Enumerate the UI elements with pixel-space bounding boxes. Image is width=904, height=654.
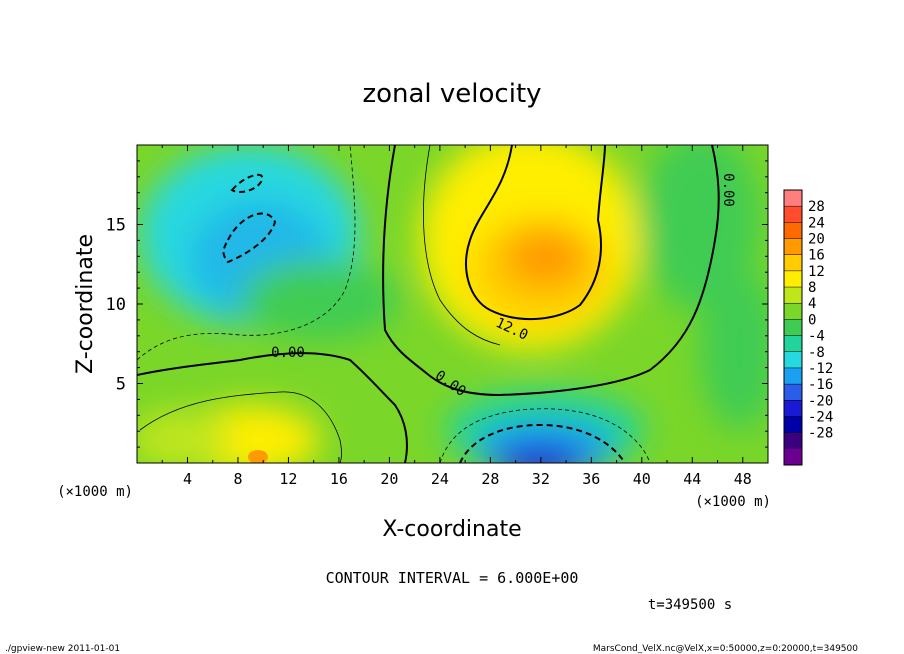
contour-negative xyxy=(230,173,264,193)
colorbar-swatch xyxy=(784,222,802,240)
y-tick-label: 15 xyxy=(106,216,126,236)
colorbar-swatch xyxy=(784,448,802,466)
colorbar-label: 8 xyxy=(808,280,816,296)
field-fill xyxy=(137,145,768,463)
y-tick-label: 10 xyxy=(106,295,126,315)
field-blob xyxy=(505,230,585,286)
x-tick-label: 4 xyxy=(183,470,192,488)
contour-label: 0.00 xyxy=(720,173,736,207)
colorbar-swatch xyxy=(784,416,802,434)
colorbar-swatch xyxy=(784,238,802,256)
field-blob xyxy=(700,270,768,430)
colorbar-label: 4 xyxy=(808,296,816,312)
contour-zero xyxy=(137,352,408,463)
colorbar-swatch xyxy=(784,190,802,207)
colorbar-swatch xyxy=(784,319,802,337)
contour-positive xyxy=(139,391,342,463)
colorbar-swatch xyxy=(784,351,802,369)
x-tick-label: 40 xyxy=(633,470,651,488)
y-tick-label: 5 xyxy=(116,375,126,395)
contour-interval: CONTOUR INTERVAL = 6.000E+00 xyxy=(326,569,579,587)
field-blob xyxy=(240,260,400,340)
x-unit-label-left: (×1000 m) xyxy=(57,484,133,500)
colorbar-swatch xyxy=(784,254,802,272)
field-blob xyxy=(640,145,760,310)
footer-right: MarsCond_VelX.nc@VelX,x=0:50000,z=0:2000… xyxy=(593,644,858,654)
colorbar-label: -16 xyxy=(808,377,833,393)
contour-label: 0.00 xyxy=(271,345,305,361)
contour-negative xyxy=(459,423,626,463)
colorbar-label: 28 xyxy=(808,199,825,215)
contour-twelve xyxy=(465,145,606,321)
x-tick-label: 44 xyxy=(683,470,701,488)
colorbar-swatch xyxy=(784,206,802,223)
colorbar-swatch xyxy=(784,367,802,385)
colorbar-label: -12 xyxy=(808,361,833,377)
colorbar-swatch xyxy=(784,335,802,353)
colorbar-swatch xyxy=(784,270,802,288)
colorbar-label: 0 xyxy=(808,312,816,328)
colorbar-label: -28 xyxy=(808,426,833,442)
colorbar-label: -24 xyxy=(808,409,833,425)
colorbar-label: 16 xyxy=(808,248,825,264)
field-blob xyxy=(495,444,585,463)
contour-positive xyxy=(423,145,501,346)
colorbar-swatch xyxy=(784,287,802,304)
colorbar-swatch xyxy=(784,384,802,401)
contour-zero xyxy=(382,145,720,397)
contour-lines xyxy=(137,145,720,463)
colorbar-label: 12 xyxy=(808,264,825,280)
x-tick-label: 48 xyxy=(734,470,752,488)
x-tick-label: 8 xyxy=(233,470,242,488)
colorbar-label: -4 xyxy=(808,329,825,345)
contour-negative xyxy=(222,212,277,264)
colorbar-label: 20 xyxy=(808,232,825,248)
x-tick-label: 20 xyxy=(380,470,398,488)
x-tick-label: 36 xyxy=(582,470,600,488)
colorbar-frame xyxy=(783,189,803,466)
x-unit-label-right: (×1000 m) xyxy=(695,494,771,510)
x-tick-label: 28 xyxy=(481,470,499,488)
colorbar-label: 24 xyxy=(808,215,825,231)
contour-negative xyxy=(439,408,651,463)
x-tick-label: 16 xyxy=(330,470,348,488)
x-tick-label: 32 xyxy=(532,470,550,488)
footer-left: ./gpview-new 2011-01-01 xyxy=(5,644,120,654)
colorbar-swatch xyxy=(784,303,802,320)
x-tick-label: 24 xyxy=(431,470,449,488)
colorbar-swatch xyxy=(784,400,802,417)
y-axis-title: Z-coordinate xyxy=(73,234,98,374)
colorbar-label: -8 xyxy=(808,345,825,361)
colorbar-label: -20 xyxy=(808,393,833,409)
contour-negative xyxy=(137,145,356,361)
colorbar-swatch xyxy=(784,432,802,450)
x-tick-label: 12 xyxy=(279,470,297,488)
chart-title: zonal velocity xyxy=(362,79,541,109)
field-blob xyxy=(248,450,268,463)
field-blob xyxy=(137,410,230,463)
x-axis-title: X-coordinate xyxy=(382,517,521,542)
time-label: t=349500 s xyxy=(648,597,732,613)
